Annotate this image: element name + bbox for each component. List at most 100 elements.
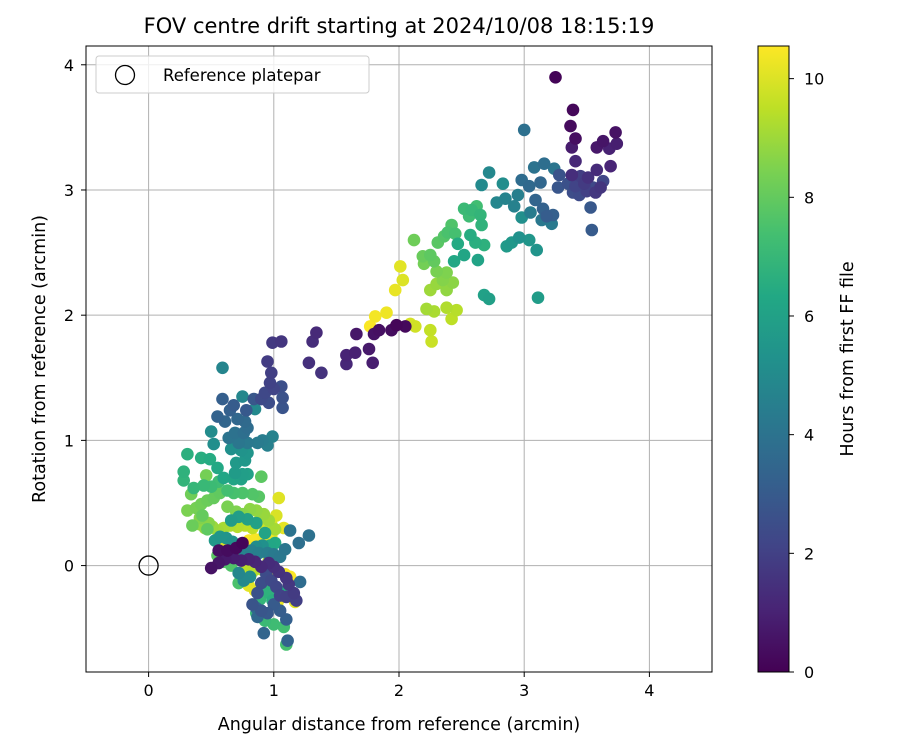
data-point	[609, 126, 622, 139]
data-point	[236, 486, 249, 500]
legend-label-reference: Reference platepar	[163, 66, 321, 85]
x-tick-label: 0	[144, 681, 154, 700]
data-point	[362, 342, 376, 356]
data-point	[610, 137, 624, 150]
data-point	[449, 227, 462, 241]
data-point	[380, 306, 393, 320]
y-tick-label: 1	[64, 431, 74, 450]
data-point	[211, 461, 224, 475]
data-point	[451, 237, 465, 251]
data-point	[211, 410, 224, 423]
data-point	[240, 404, 253, 417]
colorbar-tick-label: 0	[804, 663, 814, 682]
data-point	[217, 471, 230, 485]
data-point	[261, 355, 274, 368]
data-point	[203, 452, 217, 466]
data-point	[482, 292, 496, 306]
data-point	[446, 276, 460, 289]
data-point	[394, 260, 407, 273]
data-point	[522, 233, 536, 247]
data-point	[348, 346, 362, 360]
y-tick-label: 2	[64, 306, 74, 325]
reference-platepar-marker	[138, 555, 159, 576]
data-point	[564, 119, 577, 133]
data-point	[302, 529, 316, 542]
data-point	[585, 223, 599, 237]
data-point	[604, 159, 617, 173]
data-point	[257, 626, 271, 640]
data-point	[507, 200, 521, 213]
data-point	[310, 326, 323, 340]
data-point	[517, 123, 531, 137]
data-point	[366, 356, 380, 370]
data-point	[590, 163, 604, 177]
data-point	[232, 436, 245, 450]
data-point	[584, 201, 597, 214]
data-point	[407, 233, 421, 247]
data-point	[450, 303, 463, 317]
colorbar-tick-label: 6	[804, 307, 814, 326]
data-point	[276, 401, 289, 415]
data-point	[254, 470, 268, 484]
data-point	[565, 168, 579, 182]
data-point	[531, 291, 545, 305]
data-point	[430, 265, 443, 278]
data-point	[251, 436, 264, 450]
data-point	[216, 392, 229, 406]
grid	[86, 46, 712, 672]
data-point	[197, 479, 210, 492]
data-point	[581, 171, 595, 184]
data-point	[177, 474, 190, 487]
data-point	[224, 514, 238, 527]
data-point	[474, 208, 487, 222]
colorbar	[757, 45, 790, 673]
data-point	[475, 218, 488, 232]
data-point	[594, 181, 607, 194]
data-point	[390, 318, 403, 332]
data-point	[447, 254, 461, 268]
data-point	[569, 154, 582, 168]
data-point	[457, 248, 471, 262]
data-point	[207, 437, 220, 451]
data-point	[409, 320, 422, 333]
x-tick-label: 4	[644, 681, 654, 700]
data-point	[276, 391, 289, 405]
data-point	[553, 168, 566, 182]
data-point	[482, 166, 496, 179]
data-point	[268, 523, 282, 536]
data-point	[534, 176, 547, 189]
data-point	[204, 561, 218, 575]
data-point	[204, 425, 218, 438]
data-point	[263, 376, 277, 390]
colorbar-ticks: 0 2 4 6 8 10	[789, 70, 824, 682]
data-point	[241, 436, 254, 450]
data-point	[350, 327, 363, 341]
data-point	[293, 575, 307, 589]
x-axis-title: Angular distance from reference (arcmin)	[218, 715, 581, 735]
data-point	[278, 543, 292, 556]
data-point	[424, 248, 437, 262]
scatter-points	[138, 71, 624, 651]
data-point	[424, 323, 437, 337]
data-point	[228, 466, 242, 480]
data-point	[280, 613, 293, 626]
data-point	[275, 335, 288, 348]
data-point	[464, 228, 477, 242]
data-point	[475, 178, 488, 192]
data-point	[396, 273, 410, 287]
data-point	[236, 536, 249, 550]
data-point	[499, 192, 512, 205]
colorbar-tick-label: 4	[804, 426, 814, 445]
data-point	[596, 134, 610, 148]
data-point	[540, 210, 553, 223]
data-point	[566, 103, 580, 117]
data-point	[283, 524, 297, 537]
chart-title: FOV centre drift starting at 2024/10/08 …	[144, 14, 655, 38]
data-point	[315, 366, 328, 380]
data-point	[292, 536, 306, 550]
data-point	[258, 526, 272, 540]
data-point	[388, 283, 402, 297]
legend-marker-reference	[114, 64, 136, 86]
data-point	[236, 390, 249, 403]
